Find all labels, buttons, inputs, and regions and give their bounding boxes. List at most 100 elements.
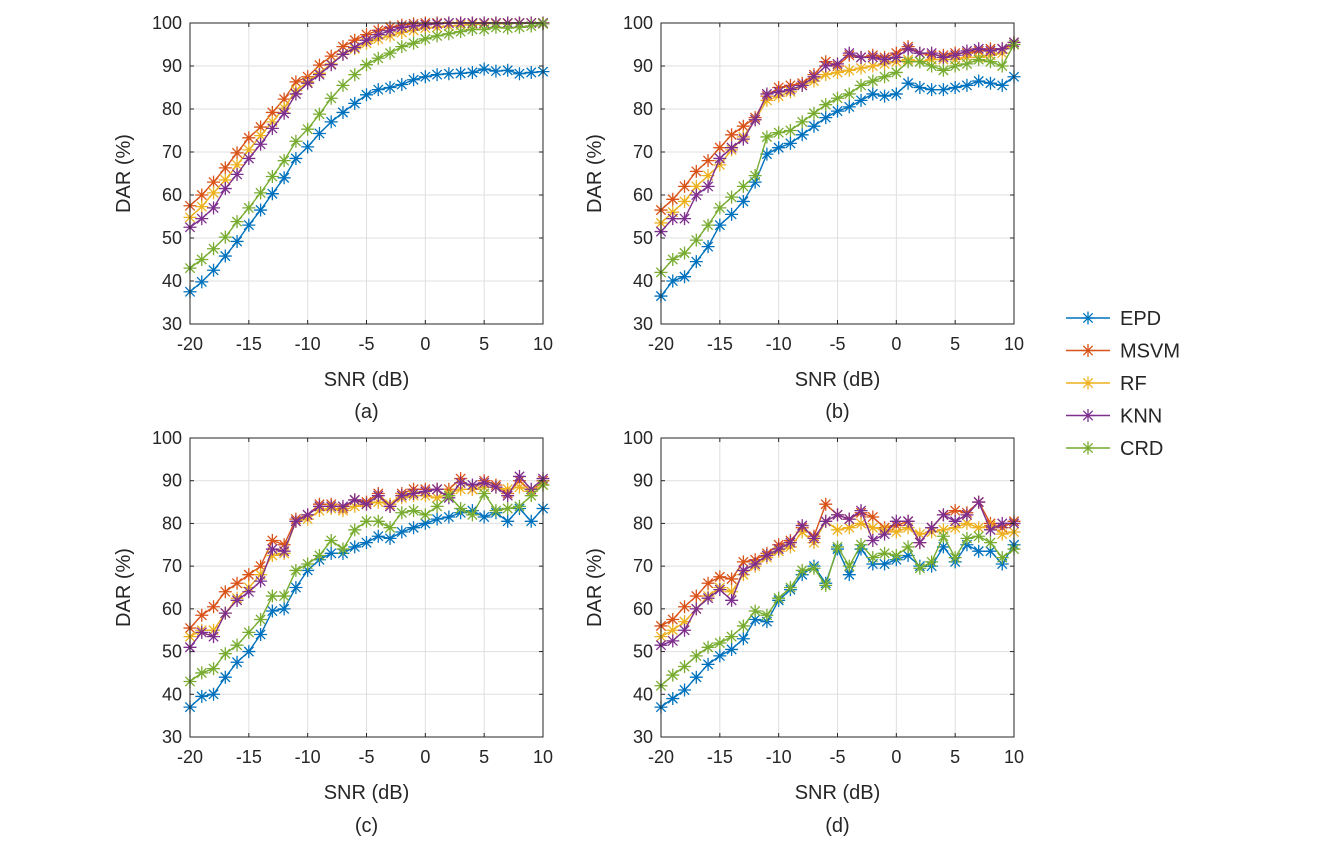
data-point [324, 58, 338, 72]
data-point [925, 521, 939, 535]
data-point [454, 501, 468, 515]
data-point [713, 201, 727, 215]
data-point [218, 173, 232, 187]
data-point [336, 40, 350, 54]
data-point [878, 89, 892, 103]
legend-marker [1081, 344, 1095, 357]
data-point [831, 65, 844, 79]
data-point [995, 551, 1009, 565]
data-point [936, 529, 950, 543]
data-point [948, 551, 962, 565]
data-point [889, 65, 903, 79]
data-point [477, 510, 491, 524]
data-point [230, 593, 244, 607]
data-point [819, 514, 833, 528]
x-tick-label: -20 [648, 747, 674, 767]
data-point [972, 42, 986, 56]
data-point [889, 50, 903, 64]
data-point [348, 33, 362, 47]
data-point [866, 59, 880, 73]
data-point [783, 83, 797, 97]
data-point [689, 164, 703, 178]
x-tick-label: -5 [829, 747, 845, 767]
y-tick-label: 50 [162, 228, 182, 248]
x-tick-label: -10 [766, 747, 792, 767]
data-point [725, 128, 739, 142]
ticks [660, 437, 1015, 738]
data-point [889, 525, 903, 539]
data-point [195, 689, 209, 703]
data-point [713, 151, 727, 165]
legend-entry-knn: KNN [1066, 406, 1162, 428]
series-crd [654, 38, 1021, 279]
data-point [371, 83, 385, 97]
data-point [254, 574, 268, 588]
data-point [831, 508, 844, 522]
legend-label: CRD [1120, 438, 1163, 460]
y-tick-label: 40 [162, 684, 182, 704]
data-point [878, 557, 892, 571]
data-point [736, 619, 750, 633]
data-point [842, 87, 856, 101]
data-point [277, 589, 291, 603]
y-tick-label: 30 [162, 727, 182, 747]
data-point [218, 249, 232, 263]
data-point [995, 78, 1009, 92]
data-point [230, 215, 244, 229]
legend-marker [1081, 376, 1095, 390]
data-point [725, 141, 739, 155]
data-point [195, 608, 209, 622]
data-point [936, 63, 950, 77]
data-point [242, 201, 256, 215]
data-point [901, 548, 915, 562]
subplot-d: -20 -15 -10 -5 0 5 10 30 40 50 60 70 80 90 100 SNR (dB)… [584, 428, 1024, 837]
data-point [407, 487, 421, 501]
x-axis-label: SNR (dB) [795, 782, 881, 804]
data-point [678, 600, 692, 614]
data-point [866, 510, 880, 524]
data-point [713, 570, 727, 584]
data-point [983, 523, 997, 537]
data-point [312, 499, 326, 513]
y-tick-label: 40 [633, 684, 653, 704]
data-point [360, 33, 373, 47]
data-point [842, 568, 856, 582]
data-point [360, 88, 373, 102]
data-point [418, 70, 432, 84]
data-point [254, 129, 268, 143]
data-point [207, 186, 221, 200]
data-point [831, 91, 844, 105]
data-point [301, 557, 315, 571]
data-point [430, 482, 444, 496]
data-point [948, 504, 962, 518]
x-tick-label: 10 [533, 747, 553, 767]
y-tick-label: 50 [633, 642, 653, 662]
subplot-a: -20 -15 -10 -5 0 5 10 30 40 50 60 70 80 90 100 SNR (dB)… [113, 13, 553, 423]
data-point [736, 179, 750, 193]
data-point [972, 529, 986, 543]
series-knn [654, 35, 1021, 239]
legend-label: KNN [1120, 406, 1162, 428]
data-point [207, 201, 221, 215]
data-point [936, 50, 950, 64]
data-point [666, 692, 680, 706]
data-point [878, 546, 892, 560]
y-tick-label: 70 [162, 142, 182, 162]
data-point [972, 544, 986, 558]
data-point [678, 179, 692, 193]
data-point [371, 529, 385, 543]
data-point [489, 504, 503, 518]
data-point [701, 240, 715, 254]
data-point [254, 627, 268, 641]
data-point [512, 499, 526, 513]
data-point [925, 555, 939, 569]
data-point [760, 87, 774, 101]
data-point [477, 476, 491, 490]
data-point [254, 186, 268, 200]
subplot-caption: (d) [825, 815, 849, 837]
data-point [195, 275, 209, 289]
data-point [218, 647, 232, 661]
y-tick-label: 80 [633, 99, 653, 119]
data-point [831, 523, 844, 537]
data-point [831, 57, 844, 71]
